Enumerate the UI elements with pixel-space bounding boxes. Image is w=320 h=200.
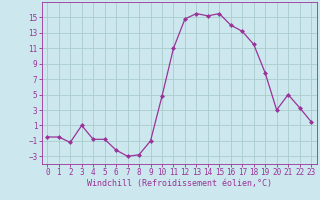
X-axis label: Windchill (Refroidissement éolien,°C): Windchill (Refroidissement éolien,°C) bbox=[87, 179, 272, 188]
